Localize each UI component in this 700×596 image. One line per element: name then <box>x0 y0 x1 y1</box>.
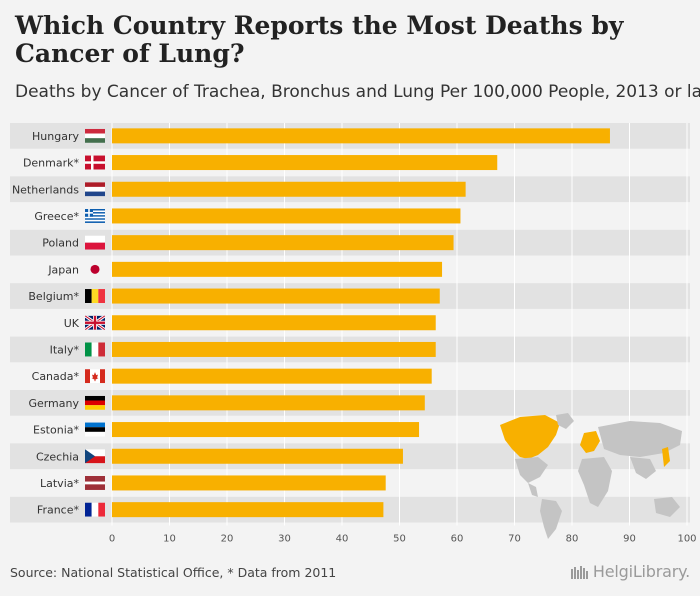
x-tick-label: 60 <box>451 534 464 545</box>
category-label: Hungary <box>32 130 79 143</box>
map-region <box>578 457 612 507</box>
chart-subtitle: Deaths by Cancer of Trachea, Bronchus an… <box>15 82 700 102</box>
map-region <box>540 499 562 539</box>
category-label: Belgium* <box>28 290 79 303</box>
hungary-flag-icon <box>85 128 105 143</box>
bar <box>112 181 466 197</box>
latvia-flag-icon <box>85 475 105 490</box>
chart-title: Which Country Reports the Most Deaths by… <box>15 11 624 68</box>
x-tick-label: 70 <box>508 534 521 545</box>
bar <box>112 341 436 357</box>
greece-flag-icon <box>85 208 105 223</box>
map-region <box>556 413 574 429</box>
world-map-icon <box>500 413 682 539</box>
category-label: Netherlands <box>12 183 79 196</box>
x-tick-label: 0 <box>109 534 115 545</box>
netherlands-flag-icon <box>85 182 105 197</box>
x-tick-label: 20 <box>221 534 234 545</box>
x-tick-label: 100 <box>677 534 696 545</box>
source-note: Source: National Statistical Office, * D… <box>10 565 337 580</box>
bar <box>112 235 454 251</box>
category-label: Latvia* <box>40 477 79 490</box>
category-label: Canada* <box>32 370 80 383</box>
bar <box>112 448 403 464</box>
france-flag-icon <box>85 502 105 517</box>
bar <box>112 128 610 144</box>
bar-rows: Hungary Denmark* Netherlands Greece* Poland J… <box>12 128 610 518</box>
map-region <box>630 457 656 479</box>
x-tick-label: 10 <box>163 534 176 545</box>
bar <box>112 475 386 491</box>
category-label: Greece* <box>34 210 79 223</box>
category-label: Japan <box>47 263 79 276</box>
bar <box>112 422 420 438</box>
japan-flag-icon <box>90 264 100 274</box>
bar <box>112 368 432 384</box>
map-region <box>598 421 682 457</box>
bar <box>112 261 443 277</box>
estonia-flag-icon <box>85 422 105 437</box>
italy-flag-icon <box>85 342 105 357</box>
czechia-flag-icon <box>85 449 105 464</box>
category-label: Italy* <box>50 343 80 356</box>
bar <box>112 502 384 518</box>
poland-flag-icon <box>85 235 105 250</box>
brand-name: HelgiLibrary. <box>592 562 690 581</box>
bar <box>112 155 498 171</box>
uk-flag-icon <box>85 315 105 330</box>
map-region <box>528 483 538 497</box>
canada-flag-icon <box>85 369 105 384</box>
brand-logo: HelgiLibrary. <box>570 562 690 581</box>
x-tick-label: 30 <box>278 534 291 545</box>
map-region <box>662 447 670 467</box>
category-label: Poland <box>42 237 79 250</box>
x-tick-label: 50 <box>393 534 406 545</box>
category-label: Estonia* <box>33 424 79 437</box>
x-tick-label: 80 <box>566 534 579 545</box>
category-label: UK <box>64 317 80 330</box>
x-tick-label: 40 <box>336 534 349 545</box>
bar <box>112 208 461 224</box>
library-logo-icon <box>570 566 588 579</box>
belgium-flag-icon <box>85 289 105 304</box>
category-label: Germany <box>28 397 79 410</box>
category-label: France* <box>37 504 80 517</box>
denmark-flag-icon <box>85 155 105 170</box>
map-region <box>515 457 548 483</box>
x-axis: 0 10 20 30 40 50 60 70 80 90 100 <box>109 534 697 545</box>
bar <box>112 315 436 331</box>
map-region <box>654 497 680 517</box>
bar-chart: Hungary Denmark* Netherlands Greece* Poland J… <box>10 123 697 545</box>
bar <box>112 288 440 304</box>
category-label: Denmark* <box>23 157 80 170</box>
x-tick-label: 90 <box>623 534 636 545</box>
bar <box>112 395 425 411</box>
map-region <box>500 415 560 459</box>
map-region <box>580 431 600 453</box>
category-label: Czechia <box>36 450 79 463</box>
germany-flag-icon <box>85 395 105 410</box>
